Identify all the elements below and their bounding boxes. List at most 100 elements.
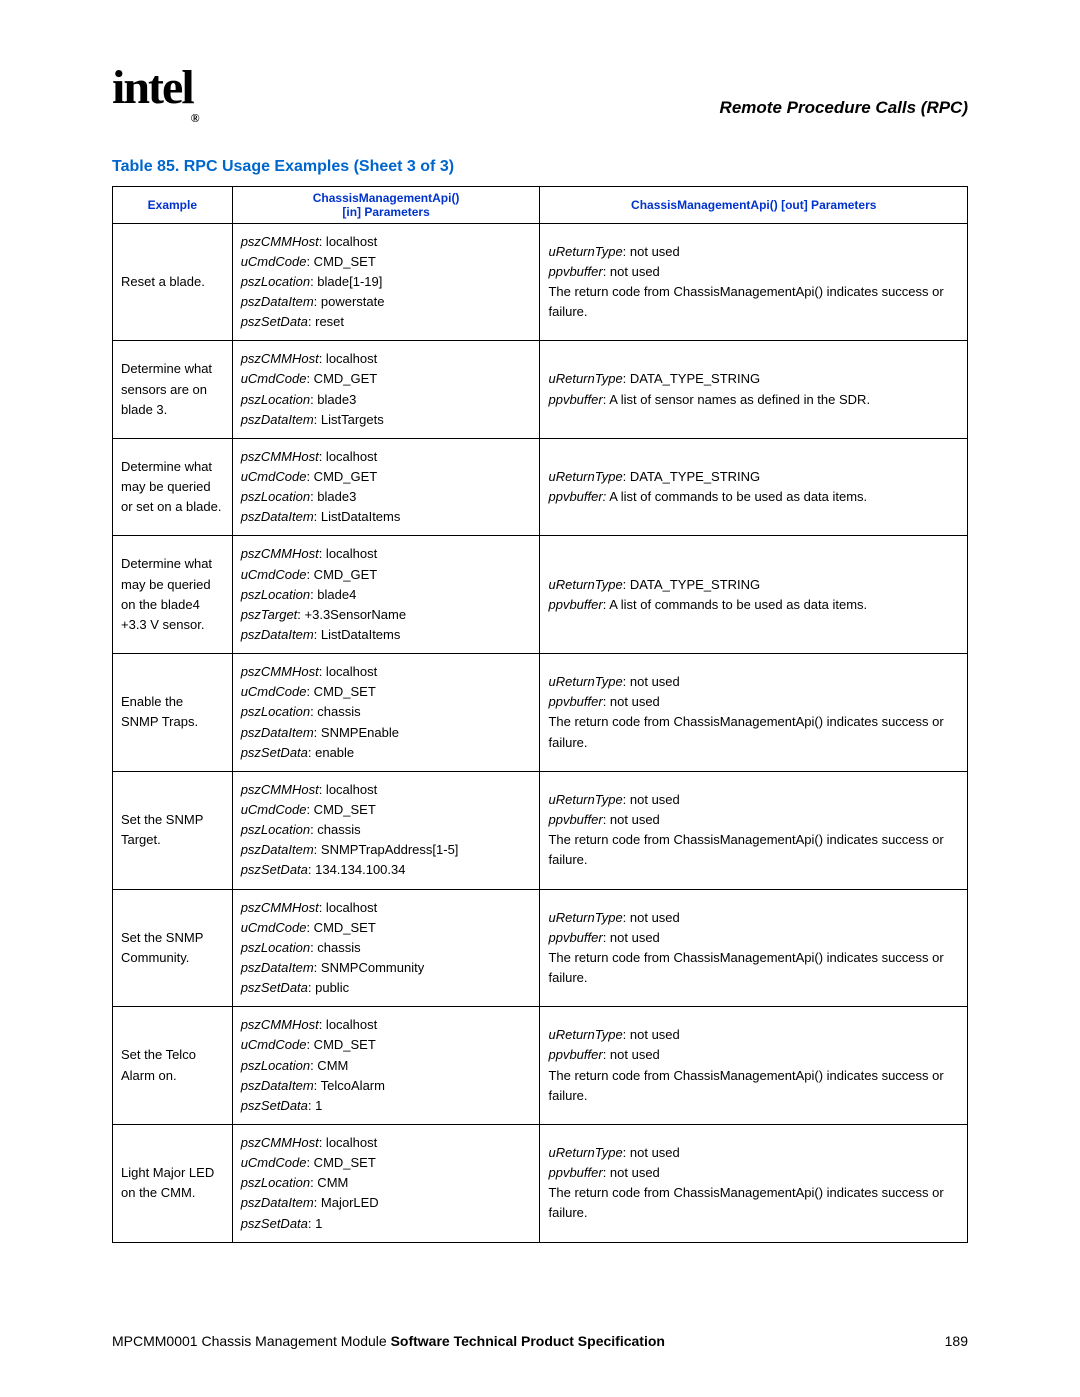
param-line: pszDataItem: powerstate xyxy=(241,292,532,312)
param-value: : blade3 xyxy=(310,489,356,504)
param-line: pszDataItem: SNMPEnable xyxy=(241,723,532,743)
param-line: ppvbuffer: not used xyxy=(548,1045,959,1065)
param-value: : localhost xyxy=(319,782,378,797)
param-line: pszLocation: chassis xyxy=(241,938,532,958)
param-key: uCmdCode xyxy=(241,371,307,386)
param-line: uReturnType: not used xyxy=(548,672,959,692)
param-line: pszSetData: reset xyxy=(241,312,532,332)
param-value: : blade4 xyxy=(310,587,356,602)
param-line: ppvbuffer: A list of sensor names as def… xyxy=(548,390,959,410)
param-line: The return code from ChassisManagementAp… xyxy=(548,1183,959,1223)
param-key: pszCMMHost xyxy=(241,351,319,366)
param-key: pszDataItem xyxy=(241,842,314,857)
param-line: pszDataItem: ListDataItems xyxy=(241,625,532,645)
param-line: uReturnType: not used xyxy=(548,1143,959,1163)
cell-out-params: uReturnType: DATA_TYPE_STRINGppvbuffer: … xyxy=(540,438,968,536)
cell-in-params: pszCMMHost: localhostuCmdCode: CMD_SETps… xyxy=(232,1124,540,1242)
param-key: uReturnType xyxy=(548,674,622,689)
table-row: Determine what may be queried or set on … xyxy=(113,438,968,536)
section-title: Remote Procedure Calls (RPC) xyxy=(720,98,968,118)
param-key: pszSetData xyxy=(241,980,308,995)
param-value: : A list of commands to be used as data … xyxy=(603,597,867,612)
param-line: ppvbuffer: not used xyxy=(548,262,959,282)
param-key: pszDataItem xyxy=(241,412,314,427)
cell-example: Reset a blade. xyxy=(113,223,233,341)
footer-doc-id: MPCMM0001 Chassis Management Module xyxy=(112,1333,391,1349)
param-value: : not used xyxy=(603,1165,660,1180)
param-value: : blade[1-19] xyxy=(310,274,382,289)
param-value: : blade3 xyxy=(310,392,356,407)
param-value: : localhost xyxy=(319,1135,378,1150)
param-value: : powerstate xyxy=(314,294,385,309)
table-row: Determine what sensors are on blade 3.ps… xyxy=(113,341,968,439)
param-value: : chassis xyxy=(310,704,361,719)
param-value: : TelcoAlarm xyxy=(314,1078,385,1093)
param-line: uCmdCode: CMD_SET xyxy=(241,1035,532,1055)
param-value: : localhost xyxy=(319,351,378,366)
param-line: The return code from ChassisManagementAp… xyxy=(548,712,959,752)
param-key: uCmdCode xyxy=(241,567,307,582)
cell-in-params: pszCMMHost: localhostuCmdCode: CMD_GETps… xyxy=(232,438,540,536)
param-value: : localhost xyxy=(319,900,378,915)
param-value: : CMD_GET xyxy=(306,469,377,484)
param-line: pszDataItem: SNMPCommunity xyxy=(241,958,532,978)
param-value: : not used xyxy=(603,694,660,709)
page-footer: MPCMM0001 Chassis Management Module Soft… xyxy=(112,1333,968,1349)
cell-in-params: pszCMMHost: localhostuCmdCode: CMD_SETps… xyxy=(232,889,540,1007)
cell-out-params: uReturnType: not usedppvbuffer: not used… xyxy=(540,771,968,889)
cell-in-params: pszCMMHost: localhostuCmdCode: CMD_SETps… xyxy=(232,223,540,341)
cell-out-params: uReturnType: not usedppvbuffer: not used… xyxy=(540,889,968,1007)
table-caption: Table 85. RPC Usage Examples (Sheet 3 of… xyxy=(112,158,968,176)
param-line: pszLocation: blade[1-19] xyxy=(241,272,532,292)
param-value: : 134.134.100.34 xyxy=(308,862,406,877)
param-value: : SNMPEnable xyxy=(314,725,399,740)
param-line: pszCMMHost: localhost xyxy=(241,232,532,252)
param-line: pszLocation: CMM xyxy=(241,1056,532,1076)
param-value: The return code from ChassisManagementAp… xyxy=(548,284,943,319)
param-value: : not used xyxy=(623,1027,680,1042)
param-line: pszSetData: 1 xyxy=(241,1214,532,1234)
param-key: pszSetData xyxy=(241,1216,308,1231)
table-row: Light Major LED on the CMM.pszCMMHost: l… xyxy=(113,1124,968,1242)
param-key: ppvbuffer xyxy=(548,694,602,709)
param-value: A list of commands to be used as data it… xyxy=(606,489,867,504)
param-line: uCmdCode: CMD_SET xyxy=(241,682,532,702)
param-value: : localhost xyxy=(319,664,378,679)
param-value: : CMD_SET xyxy=(306,254,375,269)
param-value: : chassis xyxy=(310,940,361,955)
cell-example: Enable the SNMP Traps. xyxy=(113,654,233,772)
param-line: pszLocation: blade3 xyxy=(241,487,532,507)
param-line: ppvbuffer: not used xyxy=(548,928,959,948)
param-value: : not used xyxy=(623,792,680,807)
param-key: pszLocation xyxy=(241,704,310,719)
param-key: pszSetData xyxy=(241,862,308,877)
param-key: pszDataItem xyxy=(241,960,314,975)
intel-logo: intel® xyxy=(112,60,200,118)
param-key: pszCMMHost xyxy=(241,782,319,797)
param-line: pszSetData: 1 xyxy=(241,1096,532,1116)
param-line: pszCMMHost: localhost xyxy=(241,662,532,682)
param-value: : CMD_GET xyxy=(306,567,377,582)
param-key: ppvbuffer xyxy=(548,1047,602,1062)
param-line: pszTarget: +3.3SensorName xyxy=(241,605,532,625)
param-value: : CMD_SET xyxy=(306,1037,375,1052)
param-key: pszDataItem xyxy=(241,627,314,642)
table-header-row: Example ChassisManagementApi() [in] Para… xyxy=(113,186,968,223)
param-key: pszCMMHost xyxy=(241,900,319,915)
param-line: uCmdCode: CMD_SET xyxy=(241,918,532,938)
param-key: pszLocation xyxy=(241,1058,310,1073)
param-key: uReturnType xyxy=(548,910,622,925)
param-line: ppvbuffer: A list of commands to be used… xyxy=(548,487,959,507)
param-value: : not used xyxy=(603,812,660,827)
param-line: The return code from ChassisManagementAp… xyxy=(548,282,959,322)
param-value: : not used xyxy=(603,264,660,279)
cell-example: Set the SNMP Target. xyxy=(113,771,233,889)
param-line: pszCMMHost: localhost xyxy=(241,544,532,564)
param-line: uCmdCode: CMD_SET xyxy=(241,800,532,820)
param-line: pszLocation: CMM xyxy=(241,1173,532,1193)
cell-in-params: pszCMMHost: localhost uCmdCode: CMD_GETps… xyxy=(232,536,540,654)
param-line: pszSetData: public xyxy=(241,978,532,998)
param-key: pszCMMHost xyxy=(241,449,319,464)
col-in-line2: [in] Parameters xyxy=(241,205,532,219)
param-key: ppvbuffer xyxy=(548,264,602,279)
